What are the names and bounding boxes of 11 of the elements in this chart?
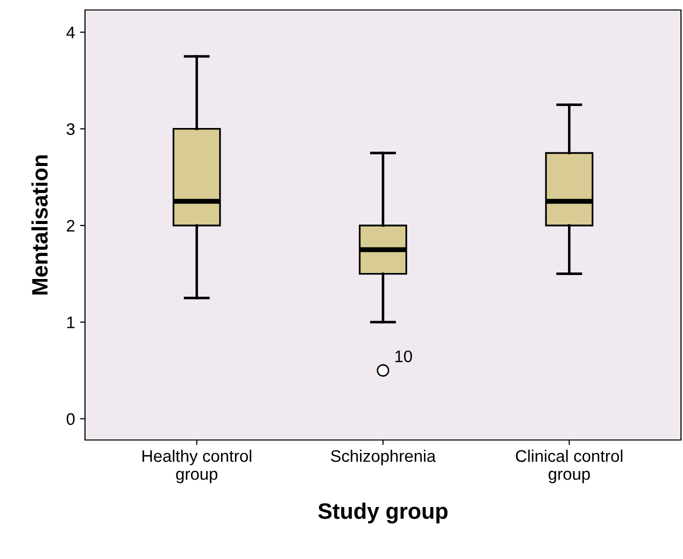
y-tick-label: 4 xyxy=(66,26,75,38)
y-axis-title: Mentalisation xyxy=(31,155,48,295)
y-tick-label: 3 xyxy=(66,123,75,136)
y-tick-label: 1 xyxy=(67,316,74,328)
y-tick-label: 2 xyxy=(66,220,74,232)
y-tick-label: 0 xyxy=(66,413,75,425)
x-tick-label: Healthy control group xyxy=(142,450,252,484)
x-axis-title: Study group xyxy=(318,502,448,524)
annotation: 10 xyxy=(395,350,412,362)
x-tick-label: Clinical control group xyxy=(516,450,622,484)
x-tick-label: Schizophrenia xyxy=(330,450,436,466)
